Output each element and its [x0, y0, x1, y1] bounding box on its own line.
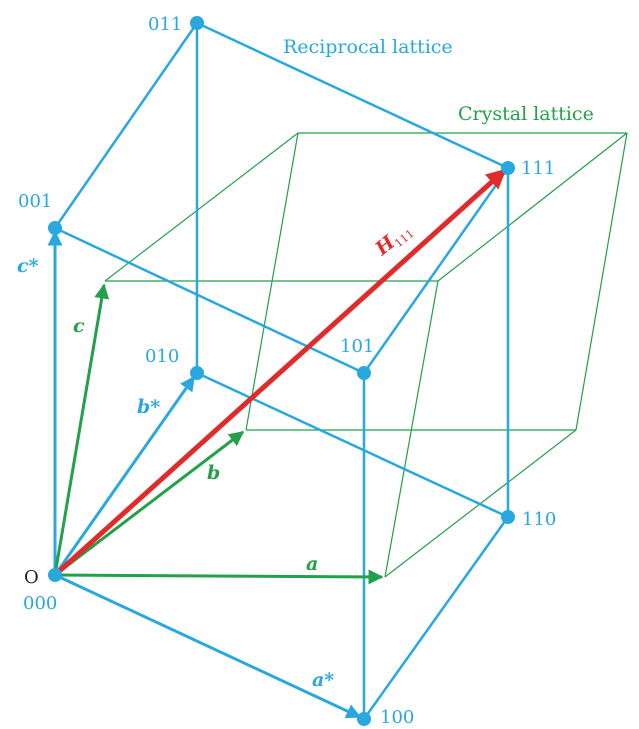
reciprocal-edge — [195, 371, 510, 519]
node-label-110: 110 — [522, 509, 556, 530]
crystal-lattice-title: Crystal lattice — [458, 103, 594, 125]
crystal-edge — [575, 132, 628, 431]
b-vector — [54, 430, 245, 577]
node-000 — [48, 568, 62, 582]
node-label-011: 011 — [148, 14, 182, 35]
reciprocal-lattice-title: Reciprocal lattice — [283, 36, 453, 58]
crystal-edge — [104, 132, 299, 282]
c-vector — [53, 283, 110, 576]
a-star-label: a* — [312, 669, 334, 691]
node-001 — [48, 221, 62, 235]
reciprocal-lattice — [53, 21, 510, 721]
reciprocal-edge — [362, 166, 510, 375]
crystal-edge — [384, 280, 439, 578]
reciprocal-edge — [195, 21, 510, 170]
node-label-001: 001 — [18, 191, 52, 212]
reciprocal-vectors — [47, 230, 362, 719]
node-011 — [190, 16, 204, 30]
node-110 — [501, 510, 515, 524]
node-111 — [501, 161, 515, 175]
origin-label: O — [24, 567, 39, 588]
crystal-edge — [437, 132, 628, 282]
node-label-111: 111 — [521, 158, 555, 179]
node-label-010: 010 — [145, 346, 179, 367]
reciprocal-edge — [53, 21, 199, 230]
node-label-101: 101 — [340, 336, 374, 357]
node-label-100: 100 — [380, 707, 414, 728]
h111-vector — [53, 168, 507, 577]
reciprocal-edge — [362, 515, 510, 721]
a-star-vector — [54, 573, 362, 719]
c-label: c — [73, 315, 85, 337]
node-101 — [357, 366, 371, 380]
crystal-vectors — [53, 283, 384, 585]
node-010 — [190, 366, 204, 380]
node-label-000: 000 — [23, 593, 57, 614]
crystal-edge — [245, 132, 299, 431]
c-star-label: c* — [17, 255, 39, 277]
a-vector — [54, 569, 384, 585]
b-star-vector — [53, 375, 196, 576]
node-100 — [357, 712, 371, 726]
b-label: b — [207, 462, 220, 484]
reciprocal-edge — [53, 226, 366, 375]
reciprocal-nodes — [48, 16, 515, 726]
a-label: a — [306, 553, 318, 575]
b-star-label: b* — [137, 396, 160, 418]
